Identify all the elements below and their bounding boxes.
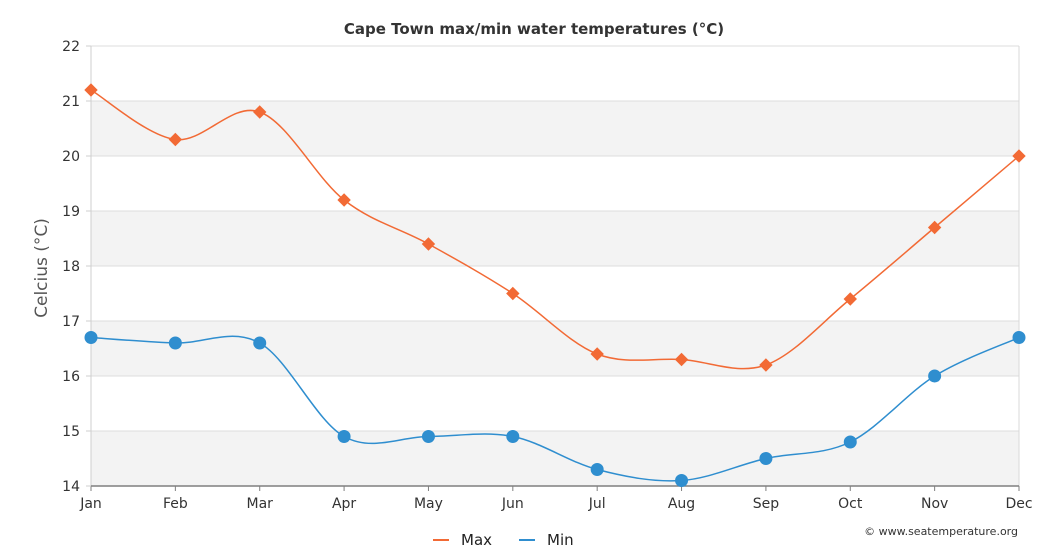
max-point-jun (506, 286, 520, 301)
plot-band (91, 101, 1019, 156)
max-point-apr (337, 193, 351, 207)
y-tick-label: 19 (62, 204, 80, 220)
min-point-jan (84, 331, 98, 344)
x-ticks: Jan Feb Mar Apr May Jun Jul Aug Sep Oct Nov Dec (79, 486, 1033, 512)
credit-text: © www.seatemperature.org (864, 525, 1018, 538)
chart-title: Cape Town max/min water temperatures (°C… (344, 20, 724, 38)
max-point-oct (843, 292, 857, 306)
y-tick-label: 18 (62, 259, 80, 275)
y-tick-label: 21 (62, 94, 80, 110)
plot-band (91, 431, 1019, 486)
x-tick-label: Jan (79, 496, 102, 512)
series-markers (84, 83, 1026, 487)
x-tick-label: Apr (332, 496, 356, 512)
plot-band (91, 46, 1019, 101)
min-point-jun (506, 430, 520, 443)
x-tick-label: Dec (1005, 496, 1032, 512)
min-point-may (421, 430, 435, 443)
x-tick-label: Nov (921, 496, 948, 512)
max-point-mar (253, 105, 267, 119)
x-tick-label: Jun (501, 496, 524, 512)
max-legend-label: Max (461, 531, 492, 549)
y-tick-label: 17 (62, 314, 80, 330)
y-tick-label: 22 (62, 39, 80, 55)
max-point-feb (168, 132, 183, 147)
y-ticks: 14 15 16 17 18 19 20 21 22 (62, 39, 91, 495)
x-tick-label: May (414, 496, 443, 512)
max-point-jan (84, 83, 98, 97)
max-point-may (421, 237, 436, 251)
y-tick-label: 14 (62, 479, 80, 495)
x-tick-label: Mar (247, 496, 274, 512)
min-point-feb (168, 336, 182, 350)
y-axis-label: Celcius (°C) (32, 218, 52, 318)
plot-band (91, 376, 1019, 431)
x-tick-label: Sep (753, 496, 780, 512)
plot-band (91, 156, 1019, 211)
plot-band (91, 321, 1019, 376)
min-point-mar (253, 336, 267, 350)
plot-band (91, 211, 1019, 266)
legend: Max Min (433, 531, 574, 549)
x-tick-label: Feb (163, 496, 188, 512)
max-series-line (90, 89, 1020, 370)
max-point-aug (674, 352, 689, 367)
min-point-aug (675, 474, 689, 487)
min-point-sep (759, 452, 773, 465)
plot-band (91, 266, 1019, 321)
min-point-dec (1012, 331, 1026, 344)
y-tick-label: 20 (62, 149, 80, 165)
max-point-jul (590, 347, 604, 361)
min-legend-label: Min (547, 531, 574, 549)
plot-bands (91, 46, 1019, 486)
max-point-sep (759, 358, 773, 372)
min-point-jul (590, 463, 604, 476)
x-tick-label: Jul (588, 496, 606, 512)
min-point-oct (843, 435, 857, 449)
x-tick-label: Oct (838, 496, 863, 512)
max-point-dec (1012, 149, 1026, 163)
x-tick-label: Aug (668, 496, 695, 512)
y-tick-label: 15 (62, 424, 80, 440)
max-point-nov (927, 220, 942, 235)
y-tick-label: 16 (62, 369, 80, 385)
min-point-nov (928, 369, 942, 383)
min-point-apr (337, 430, 351, 443)
